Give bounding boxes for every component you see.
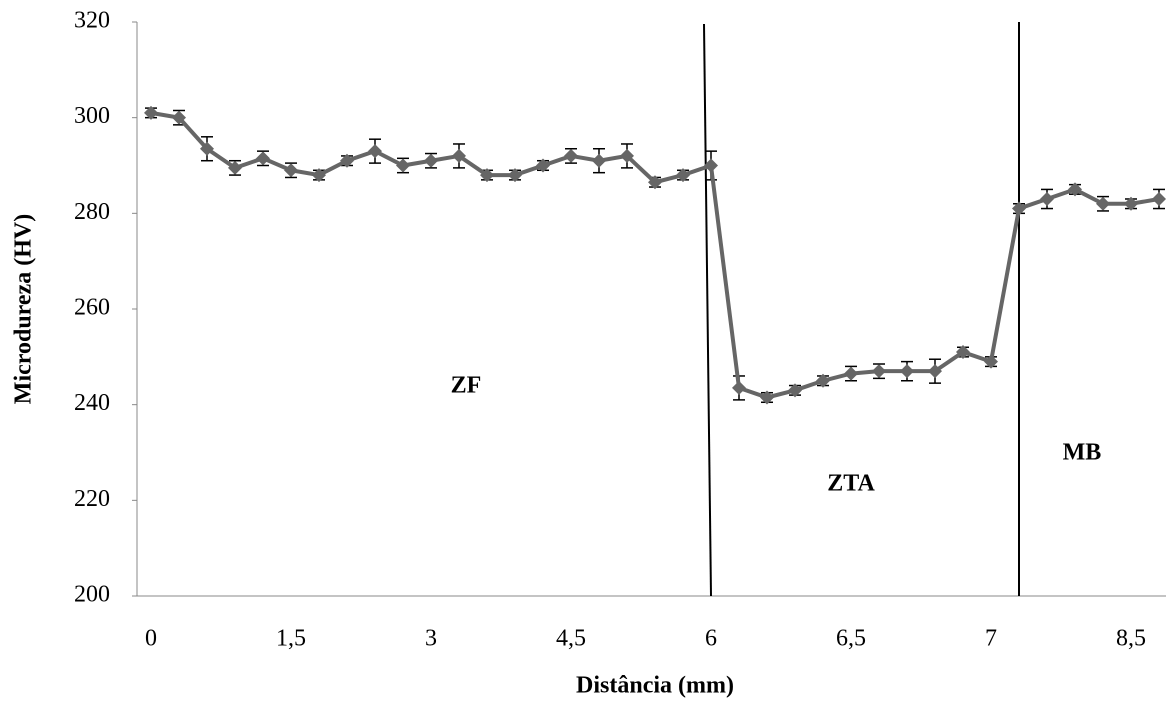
y-tick-label: 220 — [74, 486, 110, 512]
point-marker — [480, 168, 494, 183]
point-marker — [732, 380, 746, 395]
x-tick-label: 6 — [705, 626, 717, 652]
y-tick-label: 320 — [74, 8, 110, 34]
x-tick-label: 6,5 — [836, 626, 866, 652]
point-marker — [368, 144, 382, 159]
x-tick-label: 7 — [985, 626, 997, 652]
point-marker — [900, 364, 914, 379]
point-marker — [172, 110, 186, 125]
x-tick-label: 8,5 — [1116, 626, 1146, 652]
point-marker — [928, 364, 942, 379]
point-marker — [984, 354, 998, 369]
point-marker — [396, 158, 410, 173]
point-marker — [1012, 201, 1026, 216]
point-marker — [452, 148, 466, 163]
point-marker — [1152, 191, 1166, 206]
point-marker — [536, 158, 550, 173]
point-marker — [1096, 196, 1110, 211]
point-marker — [1068, 182, 1082, 197]
y-tick-label: 260 — [74, 295, 110, 321]
x-axis-title: Distância (mm) — [576, 673, 734, 699]
y-tick-label: 240 — [74, 390, 110, 416]
x-tick-label: 0 — [145, 626, 157, 652]
y-tick-label: 300 — [74, 103, 110, 129]
point-marker — [256, 151, 270, 166]
x-tick-label: 4,5 — [556, 626, 586, 652]
point-marker — [844, 366, 858, 381]
point-marker — [620, 148, 634, 163]
point-marker — [788, 383, 802, 398]
point-marker — [704, 158, 718, 173]
region-label: ZF — [451, 373, 482, 399]
point-marker — [144, 105, 158, 120]
point-marker — [312, 168, 326, 183]
region-label: MB — [1063, 440, 1102, 466]
point-marker — [424, 153, 438, 168]
y-tick-label: 280 — [74, 199, 110, 225]
point-marker — [872, 364, 886, 379]
region-divider — [703, 23, 712, 597]
point-marker — [816, 373, 830, 388]
point-marker — [1040, 191, 1054, 206]
point-marker — [200, 141, 214, 156]
series-line — [150, 110, 1160, 400]
point-marker — [956, 345, 970, 360]
point-marker — [564, 148, 578, 163]
point-marker — [592, 153, 606, 168]
y-tick-label: 200 — [74, 582, 110, 608]
point-marker — [760, 390, 774, 405]
x-tick-label: 1,5 — [276, 626, 306, 652]
point-marker — [508, 168, 522, 183]
point-marker — [228, 160, 242, 175]
point-marker — [284, 163, 298, 178]
x-tick-label: 3 — [425, 626, 437, 652]
point-marker — [648, 175, 662, 190]
point-marker — [340, 153, 354, 168]
point-marker — [1124, 196, 1138, 211]
y-axis-title: Microdureza (HV) — [11, 214, 37, 404]
region-label: ZTA — [827, 471, 875, 497]
point-marker — [676, 168, 690, 183]
